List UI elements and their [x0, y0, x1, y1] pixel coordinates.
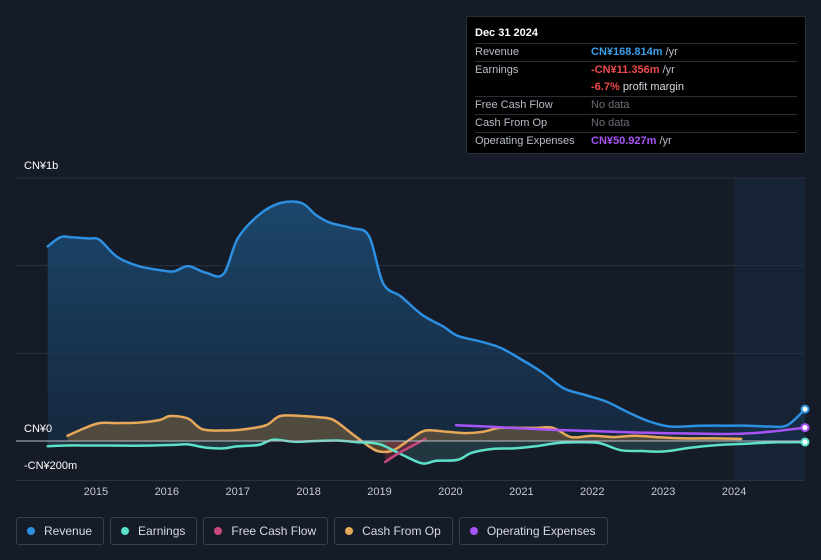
legend-item-revenue[interactable]: Revenue — [16, 517, 105, 545]
legend-label: Operating Expenses — [486, 524, 596, 538]
x-tick-label-2020: 2020 — [438, 486, 462, 498]
tooltip-row-margin: -6.7% profit margin — [475, 79, 797, 96]
y-label-neg200m: -CN¥200m — [24, 460, 78, 472]
legend-label: Revenue — [44, 524, 93, 538]
tooltip-row-cfo: Cash From Op No data — [475, 114, 797, 132]
x-tick-label-2016: 2016 — [155, 486, 179, 498]
operating-expenses-end-marker — [800, 423, 810, 433]
legend-item-earnings[interactable]: Earnings — [110, 517, 198, 545]
revenue-dot-icon — [27, 527, 35, 535]
operating-expenses-line — [454, 423, 807, 436]
y-label-1b: CN¥1b — [24, 160, 59, 172]
tooltip-row-opex: Operating Expenses CN¥50.927m /yr — [475, 132, 797, 150]
x-tick-label-2021: 2021 — [509, 486, 533, 498]
end-markers — [800, 404, 810, 447]
cash-from-op-dot-icon — [345, 527, 354, 535]
cash-from-op-area — [67, 415, 742, 452]
free-cash-flow-dot-icon — [214, 527, 223, 535]
x-tick-label-2023: 2023 — [651, 486, 675, 498]
data-tooltip: Dec 31 2024 Revenue CN¥168.814m /yr Earn… — [466, 16, 806, 154]
x-tick-label-2015: 2015 — [84, 486, 108, 498]
cash-from-op-line — [66, 414, 743, 454]
revenue-area — [47, 201, 805, 441]
tooltip-value: CN¥50.927m — [591, 135, 657, 147]
operating-expenses-dot-icon — [469, 527, 478, 535]
legend-label: Free Cash Flow — [231, 524, 317, 538]
x-axis-ticks: 2015 2016 2017 2018 2019 2020 2021 2022 2023 2024 — [84, 486, 747, 498]
tooltip-date: Dec 31 2024 — [475, 27, 538, 39]
legend-item-cash-from-op[interactable]: Cash From Op — [334, 517, 453, 545]
series-fills — [47, 201, 805, 464]
revenue-end-marker — [800, 404, 810, 414]
tooltip-label: Operating Expenses — [475, 135, 575, 147]
earnings-end-marker — [800, 437, 810, 447]
x-tick-label-2017: 2017 — [225, 486, 249, 498]
tooltip-margin-text: profit margin — [622, 81, 684, 93]
tooltip-unit: /yr — [665, 46, 678, 58]
tooltip-value: No data — [591, 117, 630, 129]
tooltip-margin-value: -6.7% — [591, 81, 620, 93]
tooltip-label: Earnings — [475, 64, 519, 76]
earnings-dot-icon — [121, 527, 130, 535]
tooltip-value: CN¥168.814m — [591, 46, 663, 58]
legend-item-free-cash-flow[interactable]: Free Cash Flow — [203, 517, 329, 545]
tooltip-row-earnings: Earnings -CN¥11.356m /yr — [475, 61, 797, 79]
x-tick-label-2022: 2022 — [580, 486, 604, 498]
tooltip-label: Cash From Op — [475, 117, 548, 129]
tooltip-label: Free Cash Flow — [475, 99, 553, 111]
x-tick-label-2019: 2019 — [367, 486, 391, 498]
tooltip-label: Revenue — [475, 46, 520, 58]
legend-item-operating-expenses[interactable]: Operating Expenses — [458, 517, 608, 545]
earnings-line — [46, 438, 807, 465]
earnings-area — [47, 439, 805, 464]
tooltip-row-fcf: Free Cash Flow No data — [475, 96, 797, 114]
x-tick-label-2024: 2024 — [722, 486, 746, 498]
tooltip-row-revenue: Revenue CN¥168.814m /yr — [475, 43, 797, 61]
tooltip-value: -CN¥11.356m — [591, 64, 660, 76]
tooltip-value: No data — [591, 99, 630, 111]
free-cash-flow-line — [383, 437, 427, 464]
legend-label: Cash From Op — [362, 524, 441, 538]
x-tick-label-2018: 2018 — [296, 486, 320, 498]
legend-label: Earnings — [138, 524, 186, 538]
y-label-zero: CN¥0 — [24, 423, 53, 435]
legend: Revenue Earnings Free Cash Flow Cash Fro… — [16, 517, 608, 545]
series-lines — [46, 200, 807, 465]
tooltip-unit: /yr — [659, 135, 672, 147]
tooltip-unit: /yr — [662, 64, 675, 76]
free-cash-flow-area — [385, 438, 426, 462]
revenue-line — [46, 200, 807, 429]
